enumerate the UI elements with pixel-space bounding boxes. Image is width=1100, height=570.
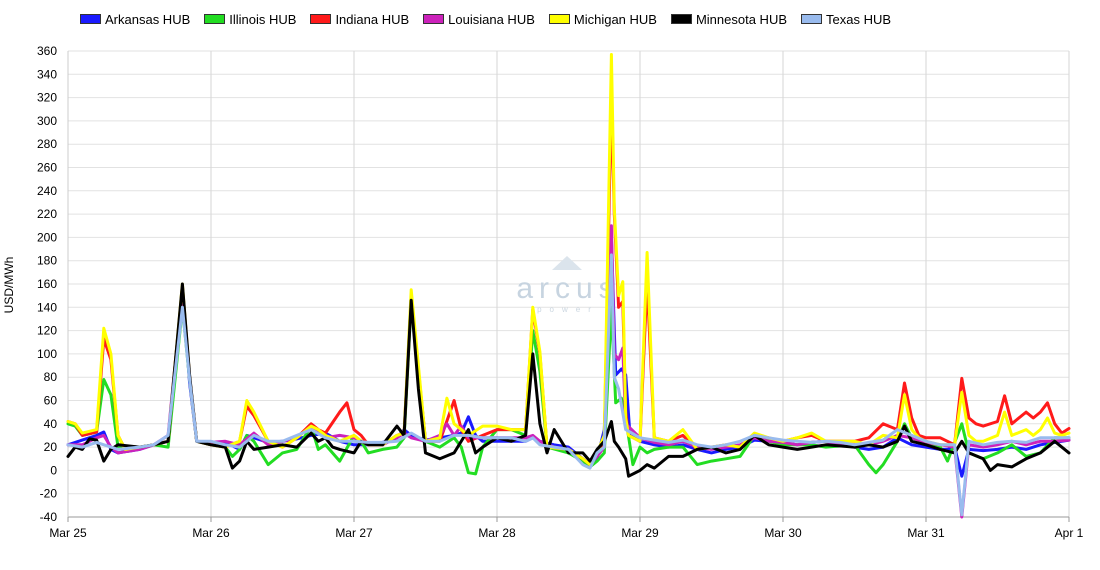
legend-swatch [670,14,692,24]
legend-swatch [801,14,823,24]
x-tick-label: Mar 26 [192,526,230,540]
legend-label: Arkansas HUB [105,11,191,27]
legend-item-texas-hub[interactable]: Texas HUB [801,12,891,27]
y-tick-label: 40 [44,417,58,431]
legend-label: Louisiana HUB [448,11,535,27]
legend-item-minnesota-hub[interactable]: Minnesota HUB [670,11,788,27]
legend-swatch [548,14,570,24]
legend-item-louisiana-hub[interactable]: Louisiana HUB [423,12,535,27]
y-tick-label: 260 [37,161,57,175]
y-tick-label: 220 [37,207,57,221]
y-tick-label: 20 [44,440,58,454]
y-tick-label: 240 [37,184,57,198]
watermark: arcus power [516,256,619,314]
y-tick-label: 80 [44,370,58,384]
series-line-minnesota-hub [66,282,1071,478]
y-axis-title: USD/MWh [2,257,16,314]
legend-item-michigan-hub[interactable]: Michigan HUB [548,11,657,27]
x-tick-label: Mar 27 [335,526,373,540]
legend-label: Texas HUB [826,11,892,27]
y-tick-label: 340 [37,67,57,81]
series-line-texas-hub [66,253,1071,517]
x-tick-label: Mar 30 [764,526,802,540]
x-tick-label: Mar 29 [621,526,659,540]
x-tick-label: Apr 1 [1055,526,1084,540]
axes: -40 -20 0 20 40 60 80 100 120 140 160 180 200 220 240 2… [37,44,1084,540]
legend-swatch [80,14,101,24]
chart-legend: Arkansas HUB Illinois HUB Indiana HUB Louis… [80,8,891,30]
y-tick-label: 300 [37,114,57,128]
y-tick-label: 120 [37,324,57,338]
y-tick-label: 320 [37,91,57,105]
legend-swatch [423,14,445,24]
y-tick-label: 100 [37,347,57,361]
watermark-subtext: power [537,305,599,314]
y-tick-label: 160 [37,277,57,291]
legend-label: Michigan HUB [573,11,657,27]
y-tick-label: 280 [37,137,57,151]
legend-item-arkansas-hub[interactable]: Arkansas HUB [80,12,190,27]
watermark-text: arcus [516,272,619,305]
legend-item-illinois-hub[interactable]: Illinois HUB [204,12,296,27]
series-lines [66,53,1071,519]
legend-label: Minnesota HUB [695,11,788,27]
legend-swatch [310,14,332,24]
legend-label: Illinois HUB [229,11,297,27]
watermark-logo-icon [552,256,582,270]
y-tick-label: -20 [40,487,58,501]
x-tick-label: Mar 28 [478,526,516,540]
y-tick-label: 0 [50,463,57,477]
y-tick-label: 180 [37,254,57,268]
y-tick-label: 60 [44,394,58,408]
grid-lines [67,50,1070,518]
legend-label: Indiana HUB [335,11,410,27]
y-tick-label: -40 [40,510,58,524]
legend-swatch [204,14,226,24]
x-tick-label: Mar 31 [907,526,945,540]
y-tick-label: 200 [37,230,57,244]
y-tick-label: 360 [37,44,57,58]
y-tick-label: 140 [37,300,57,314]
legend-item-indiana-hub[interactable]: Indiana HUB [310,12,409,27]
x-tick-label: Mar 25 [49,526,87,540]
